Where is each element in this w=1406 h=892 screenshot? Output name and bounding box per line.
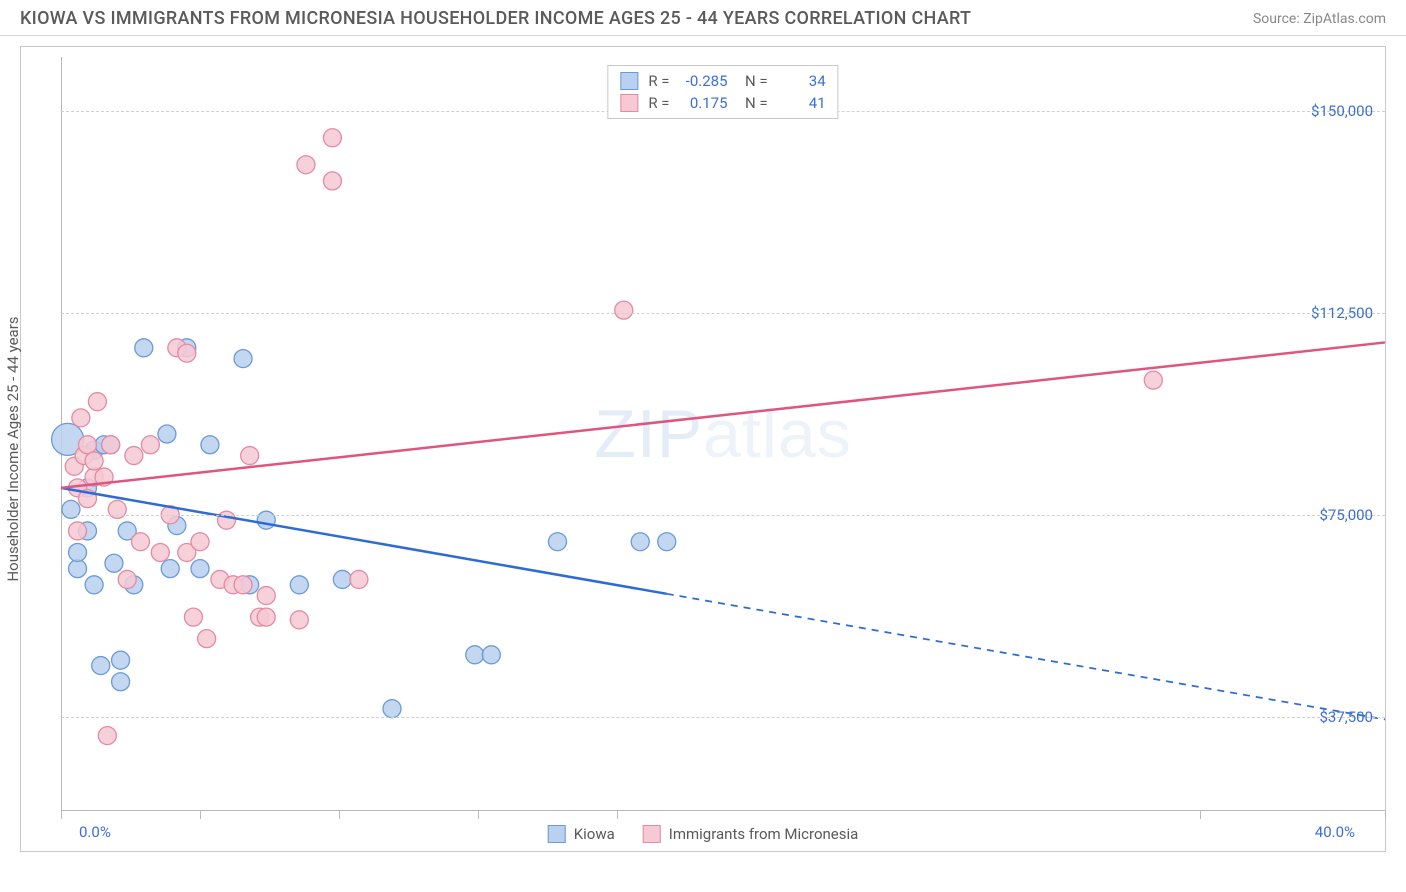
data-point: [85, 452, 103, 470]
data-point: [184, 608, 202, 626]
legend-swatch: [620, 72, 638, 90]
legend-swatch: [643, 825, 661, 843]
stat-n-value: 34: [778, 72, 826, 90]
header: KIOWA VS IMMIGRANTS FROM MICRONESIA HOUS…: [0, 0, 1406, 36]
data-point: [323, 172, 341, 190]
data-point: [88, 393, 106, 411]
data-point: [72, 409, 90, 427]
y-tick-label: $75,000: [1319, 506, 1373, 524]
x-tick: [61, 811, 62, 819]
legend-item: Immigrants from Micronesia: [643, 825, 859, 843]
source-label: Source: ZipAtlas.com: [1253, 11, 1386, 27]
data-point: [323, 129, 341, 147]
stat-n-label: N =: [738, 72, 768, 90]
data-point: [92, 657, 110, 675]
plot-area: ZIPatlas $37,500$75,000$112,500$150,000 …: [61, 57, 1385, 811]
stat-r-label: R =: [648, 94, 669, 112]
stat-r-label: R =: [648, 72, 669, 90]
data-point: [141, 436, 159, 454]
stat-n-label: N =: [738, 94, 768, 112]
y-tick-label: $37,500: [1319, 708, 1373, 726]
stat-legend-row: R = -0.285 N = 34: [620, 70, 825, 92]
data-point: [290, 576, 308, 594]
legend-item: Kiowa: [548, 825, 615, 843]
y-tick-label: $112,500: [1311, 304, 1373, 322]
data-point: [118, 570, 136, 588]
data-point: [105, 554, 123, 572]
stat-r-value: 0.175: [680, 94, 728, 112]
data-point: [158, 425, 176, 443]
data-point: [482, 646, 500, 664]
data-point: [191, 533, 209, 551]
data-point: [102, 436, 120, 454]
data-point: [297, 156, 315, 174]
data-point: [112, 651, 130, 669]
stat-n-value: 41: [778, 94, 826, 112]
x-axis-max-label: 40.0%: [1315, 823, 1355, 841]
gridline: [61, 717, 1385, 718]
data-point: [383, 700, 401, 718]
legend-swatch: [548, 825, 566, 843]
stat-legend: R = -0.285 N = 34 R = 0.175 N = 41: [607, 65, 838, 119]
x-tick: [1385, 811, 1386, 819]
data-point: [290, 611, 308, 629]
data-point: [615, 301, 633, 319]
data-point: [549, 533, 567, 551]
data-point: [191, 560, 209, 578]
data-point: [350, 570, 368, 588]
x-tick: [617, 811, 618, 819]
trend-line-extrapolated: [667, 594, 1385, 720]
data-point: [198, 630, 216, 648]
stat-legend-row: R = 0.175 N = 41: [620, 92, 825, 114]
data-point: [257, 608, 275, 626]
data-point: [69, 560, 87, 578]
data-point: [69, 522, 87, 540]
data-point: [69, 543, 87, 561]
chart-container: KIOWA VS IMMIGRANTS FROM MICRONESIA HOUS…: [0, 0, 1406, 892]
gridline: [61, 313, 1385, 314]
legend-label: Kiowa: [574, 825, 615, 843]
data-point: [234, 350, 252, 368]
data-point: [241, 447, 259, 465]
legend-swatch: [620, 94, 638, 112]
x-tick: [200, 811, 201, 819]
chart-area: Householder Income Ages 25 - 44 years ZI…: [20, 46, 1386, 852]
data-point: [98, 727, 116, 745]
stat-r-value: -0.285: [680, 72, 728, 90]
legend-label: Immigrants from Micronesia: [669, 825, 859, 843]
x-tick: [478, 811, 479, 819]
data-point: [466, 646, 484, 664]
data-point: [161, 560, 179, 578]
data-point: [658, 533, 676, 551]
data-point: [112, 673, 130, 691]
x-axis-min-label: 0.0%: [79, 823, 111, 841]
bottom-legend: Kiowa Immigrants from Micronesia: [548, 825, 859, 843]
chart-svg: [61, 57, 1385, 811]
data-point: [631, 533, 649, 551]
trend-line: [61, 342, 1385, 487]
data-point: [151, 543, 169, 561]
data-point: [131, 533, 149, 551]
data-point: [1144, 371, 1162, 389]
data-point: [78, 436, 96, 454]
chart-title: KIOWA VS IMMIGRANTS FROM MICRONESIA HOUS…: [20, 8, 971, 29]
data-point: [234, 576, 252, 594]
gridline: [61, 515, 1385, 516]
data-point: [257, 587, 275, 605]
data-point: [125, 447, 143, 465]
x-tick: [339, 811, 340, 819]
data-point: [135, 339, 153, 357]
x-tick: [1200, 811, 1201, 819]
data-point: [85, 576, 103, 594]
data-point: [201, 436, 219, 454]
data-point: [333, 570, 351, 588]
y-axis-label: Householder Income Ages 25 - 44 years: [4, 316, 22, 581]
y-tick-label: $150,000: [1311, 102, 1373, 120]
data-point: [178, 344, 196, 362]
